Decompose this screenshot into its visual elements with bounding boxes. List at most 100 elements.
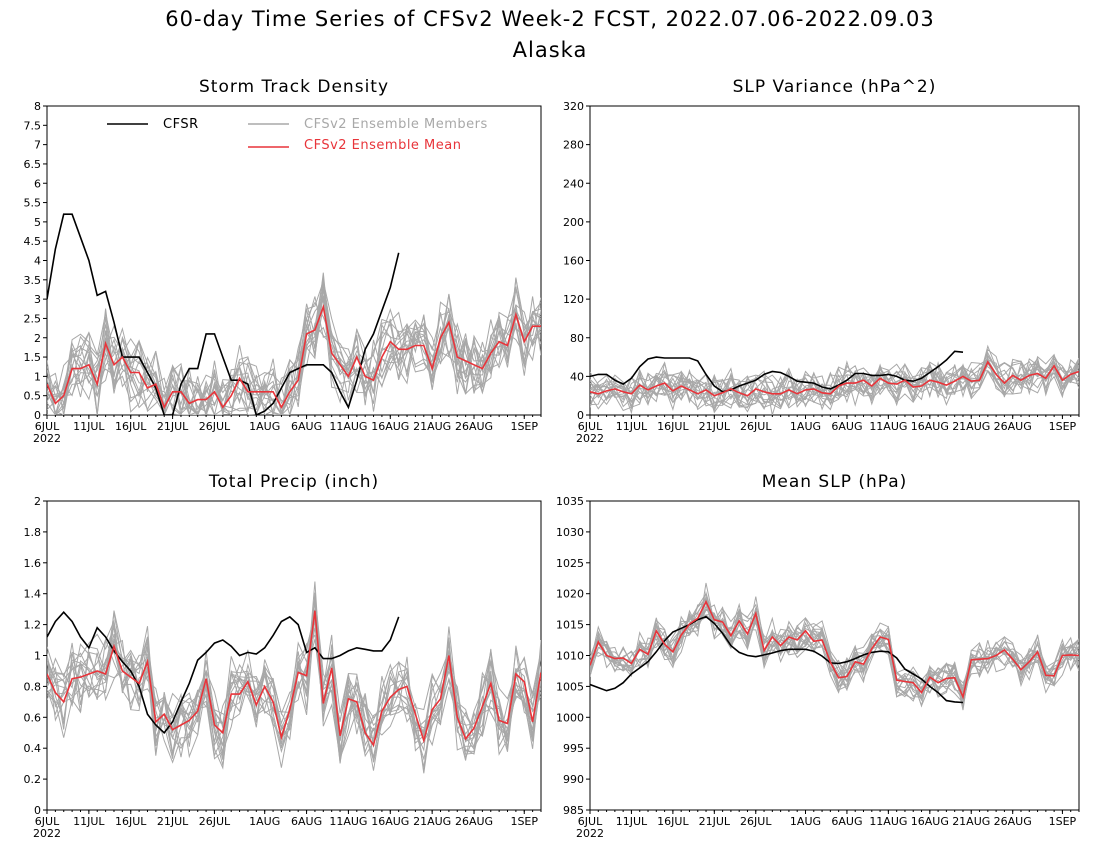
x-tick-label: 26JUL — [199, 815, 231, 828]
y-tick-label: 985 — [563, 804, 584, 817]
y-tick-label: 5.5 — [24, 197, 42, 210]
y-tick-label: 1.2 — [24, 619, 42, 632]
x-tick-label: 16JUL — [657, 420, 689, 433]
x-tick-label: 11JUL — [616, 420, 648, 433]
ensemble-member-traces — [47, 272, 541, 415]
panel-title: Mean SLP (hPa) — [762, 472, 908, 492]
y-tick-label: 280 — [563, 139, 584, 152]
x-tick-label: 21AUG — [952, 420, 990, 433]
x-tick-label: 1SEP — [510, 420, 538, 433]
cfsr-line — [47, 611, 400, 734]
x-tick-label: 11JUL — [73, 815, 105, 828]
x-year-label: 2022 — [33, 432, 61, 445]
ensemble-member-traces — [590, 582, 1079, 711]
x-tick-label: 26JUL — [740, 815, 772, 828]
y-tick-label: 1.5 — [24, 351, 42, 364]
y-tick-label: 0.6 — [24, 711, 42, 724]
chart-panel-2: SLP Variance (hPa^2) 0 40 80 120 160 200 240 280… — [563, 77, 1080, 445]
y-tick-label: 0 — [34, 409, 41, 422]
x-tick-label: 1SEP — [1049, 815, 1077, 828]
x-tick-label: 6AUG — [831, 815, 862, 828]
ensemble-member-traces — [590, 344, 1079, 415]
y-tick-label: 7.5 — [24, 119, 42, 132]
x-tick-label: 26JUL — [199, 420, 231, 433]
y-tick-label: 2 — [34, 495, 41, 508]
y-tick-label: 0.5 — [24, 390, 42, 403]
ensemble-member-line — [47, 276, 541, 415]
chart-panels: Storm Track Density 0 0.5 1 1.5 2 2.5 3 3.5 4 4.5 5… — [24, 77, 1080, 840]
y-tick-label: 1025 — [556, 557, 584, 570]
x-tick-label: 11AUG — [329, 815, 367, 828]
y-tick-label: 5 — [34, 216, 41, 229]
y-tick-label: 120 — [563, 293, 584, 306]
x-tick-label: 11JUL — [616, 815, 648, 828]
y-tick-label: 3 — [34, 293, 41, 306]
y-tick-label: 8 — [34, 100, 41, 113]
y-tick-label: 2 — [34, 332, 41, 345]
x-tick-label: 11JUL — [73, 420, 105, 433]
x-tick-label: 16AUG — [371, 815, 409, 828]
legend-members-label: CFSv2 Ensemble Members — [304, 117, 488, 132]
x-tick-label: 26AUG — [994, 420, 1032, 433]
y-tick-label: 4.5 — [24, 235, 42, 248]
y-tick-label: 1 — [34, 370, 41, 383]
plot-area — [47, 213, 541, 415]
ensemble-member-line — [47, 314, 541, 415]
y-tick-label: 1 — [34, 650, 41, 663]
x-tick-label: 1AUG — [790, 420, 821, 433]
y-tick-label: 0 — [577, 409, 584, 422]
x-year-label: 2022 — [33, 827, 61, 840]
y-tick-label: 0.4 — [24, 742, 42, 755]
chart-panel-3: Total Precip (inch) 0 0.2 0.4 0.6 0.8 1 1.2 1.4 1… — [24, 472, 542, 840]
x-tick-label: 1AUG — [249, 420, 280, 433]
x-tick-label: 6JUL — [35, 815, 60, 828]
x-tick-label: 21AUG — [413, 420, 451, 433]
y-tick-label: 240 — [563, 177, 584, 190]
y-tick-label: 995 — [563, 742, 584, 755]
ensemble-mean-line — [47, 303, 541, 410]
ensemble-member-line — [47, 594, 541, 763]
ensemble-mean-line — [47, 610, 541, 748]
y-tick-label: 1030 — [556, 526, 584, 539]
y-tick-label: 7 — [34, 139, 41, 152]
page-subtitle: Alaska — [513, 38, 588, 62]
y-tick-label: 6.5 — [24, 158, 42, 171]
y-tick-label: 1035 — [556, 495, 584, 508]
y-tick-label: 4 — [34, 255, 41, 268]
y-tick-label: 0.8 — [24, 680, 42, 693]
legend: CFSR CFSv2 Ensemble Members CFSv2 Ensemble… — [107, 117, 488, 153]
chart-panel-4: Mean SLP (hPa) 985 990 995 1000 1005 1010 1015 1… — [556, 472, 1080, 840]
x-tick-label: 11AUG — [869, 815, 907, 828]
y-tick-label: 1.8 — [24, 526, 42, 539]
x-tick-label: 1SEP — [510, 815, 538, 828]
y-tick-label: 1.4 — [24, 588, 42, 601]
y-tick-label: 0.2 — [24, 773, 42, 786]
y-tick-label: 1015 — [556, 619, 584, 632]
x-tick-label: 21JUL — [699, 420, 731, 433]
y-tick-label: 1020 — [556, 588, 584, 601]
x-tick-label: 26AUG — [994, 815, 1032, 828]
x-tick-label: 26JUL — [740, 420, 772, 433]
y-tick-label: 1010 — [556, 650, 584, 663]
x-tick-label: 21JUL — [157, 815, 189, 828]
cfsr-line — [590, 615, 964, 704]
x-tick-label: 6JUL — [578, 815, 603, 828]
y-tick-label: 160 — [563, 255, 584, 268]
x-tick-label: 21AUG — [413, 815, 451, 828]
x-tick-label: 6AUG — [291, 420, 322, 433]
ensemble-member-line — [590, 358, 1079, 414]
x-tick-label: 16JUL — [657, 815, 689, 828]
x-tick-label: 1AUG — [790, 815, 821, 828]
plot-area — [590, 344, 1079, 415]
ensemble-mean-line — [590, 360, 1079, 397]
panel-title: Storm Track Density — [199, 77, 389, 97]
x-tick-label: 1SEP — [1049, 420, 1077, 433]
x-tick-label: 11AUG — [329, 420, 367, 433]
legend-mean-label: CFSv2 Ensemble Mean — [304, 138, 461, 153]
cfsr-line — [47, 213, 400, 415]
ensemble-member-line — [590, 597, 1079, 699]
x-tick-label: 16AUG — [371, 420, 409, 433]
panel-title: SLP Variance (hPa^2) — [733, 77, 937, 97]
x-tick-label: 16AUG — [911, 815, 949, 828]
ensemble-member-line — [590, 357, 1079, 413]
